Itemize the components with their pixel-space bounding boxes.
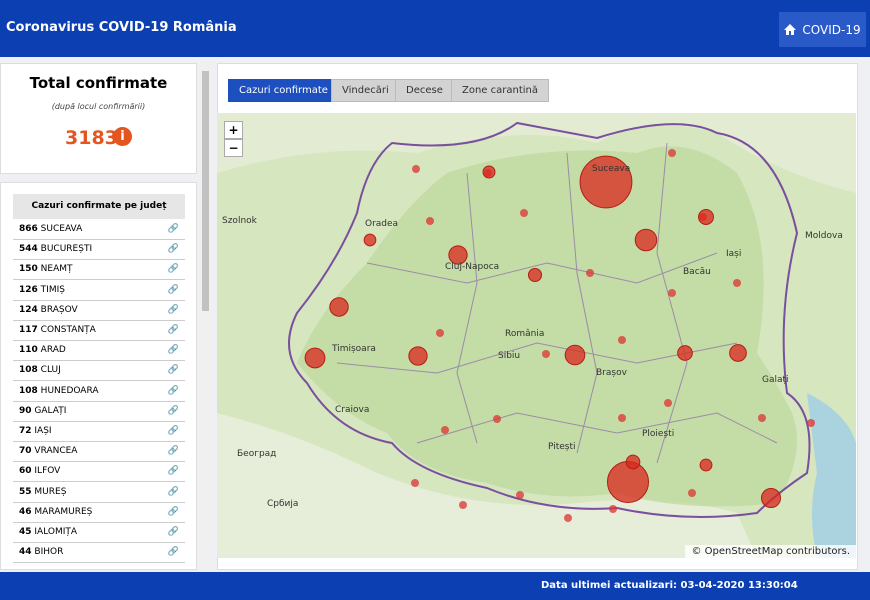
- county-row[interactable]: 55 MUREȘ 🔗: [13, 483, 185, 503]
- county-link[interactable]: 🔗: [168, 442, 179, 461]
- county-row[interactable]: 866 SUCEAVA 🔗: [13, 220, 185, 240]
- county-link[interactable]: 🔗: [168, 321, 179, 340]
- county-count: 117: [19, 325, 38, 335]
- county-row[interactable]: 108 HUNEDOARA 🔗: [13, 382, 185, 402]
- county-name: MUREȘ: [34, 487, 66, 497]
- county-count: 90: [19, 406, 32, 416]
- county-link[interactable]: 🔗: [168, 361, 179, 380]
- county-row[interactable]: 108 CLUJ 🔗: [13, 361, 185, 381]
- county-link[interactable]: 🔗: [168, 281, 179, 300]
- county-count: 126: [19, 285, 38, 295]
- home-icon: [784, 24, 796, 35]
- county-count: 110: [19, 345, 38, 355]
- county-name: ARAD: [41, 345, 66, 355]
- county-count: 45: [19, 527, 32, 537]
- county-count: 70: [19, 446, 32, 456]
- zoom-out[interactable]: −: [224, 139, 243, 157]
- county-link[interactable]: 🔗: [168, 382, 179, 401]
- county-row[interactable]: 60 ILFOV 🔗: [13, 462, 185, 482]
- county-name: HUNEDOARA: [41, 386, 99, 396]
- county-row[interactable]: 117 CONSTANȚA 🔗: [13, 321, 185, 341]
- county-count: 866: [19, 224, 38, 234]
- county-link[interactable]: 🔗: [168, 422, 179, 441]
- summary-card: Total confirmate (după locul confirmării…: [0, 63, 197, 174]
- map-tab[interactable]: Cazuri confirmate: [228, 79, 339, 102]
- county-count: 55: [19, 487, 32, 497]
- county-name: VRANCEA: [34, 446, 77, 456]
- county-link[interactable]: 🔗: [168, 260, 179, 279]
- app-title: Coronavirus COVID-19 România: [6, 20, 237, 35]
- county-name: IAȘI: [34, 426, 51, 436]
- scroll-thumb[interactable]: [202, 71, 209, 311]
- county-count: 46: [19, 507, 32, 517]
- county-link[interactable]: 🔗: [168, 462, 179, 481]
- county-row[interactable]: 72 IAȘI 🔗: [13, 422, 185, 442]
- county-count: 150: [19, 264, 38, 274]
- county-count: 108: [19, 386, 38, 396]
- county-row[interactable]: 126 TIMIȘ 🔗: [13, 281, 185, 301]
- county-link[interactable]: 🔗: [168, 341, 179, 360]
- last-update: Data ultimei actualizari: 03-04-2020 13:…: [541, 580, 798, 591]
- county-count: 124: [19, 305, 38, 315]
- map-tab[interactable]: Vindecări: [331, 79, 400, 102]
- map-attribution: © OpenStreetMap contributors.: [685, 545, 856, 558]
- county-list: Cazuri confirmate pe județ 866 SUCEAVA🔗5…: [0, 182, 197, 570]
- zoom-in[interactable]: +: [224, 121, 243, 139]
- county-count: 44: [19, 547, 32, 557]
- county-name: CLUJ: [41, 365, 61, 375]
- county-link[interactable]: 🔗: [168, 240, 179, 259]
- info-icon[interactable]: i: [113, 127, 132, 146]
- county-count: 72: [19, 426, 32, 436]
- county-name: BIHOR: [34, 547, 63, 557]
- county-link[interactable]: 🔗: [168, 543, 179, 562]
- county-name: IALOMIȚA: [34, 527, 77, 537]
- county-count: 60: [19, 466, 32, 476]
- county-name: GALAȚI: [34, 406, 66, 416]
- scrollbar[interactable]: [200, 63, 211, 568]
- summary-title: Total confirmate: [1, 74, 196, 92]
- county-name: CONSTANȚA: [41, 325, 96, 335]
- county-row[interactable]: 70 VRANCEA 🔗: [13, 442, 185, 462]
- list-header: Cazuri confirmate pe județ: [13, 194, 185, 219]
- county-count: 544: [19, 244, 38, 254]
- summary-subtitle: (după locul confirmării): [1, 102, 196, 111]
- header: Coronavirus COVID-19 România COVID-19: [0, 0, 870, 57]
- county-link[interactable]: 🔗: [168, 301, 179, 320]
- home-button[interactable]: COVID-19: [779, 12, 866, 47]
- county-row[interactable]: 544 BUCUREȘTI 🔗: [13, 240, 185, 260]
- total-count: 3183: [65, 127, 118, 149]
- map-overlay: + − © OpenStreetMap contributors.: [217, 113, 856, 558]
- county-name: MARAMUREȘ: [34, 507, 92, 517]
- map-tab[interactable]: Zone carantină: [451, 79, 549, 102]
- map-tab[interactable]: Decese: [395, 79, 454, 102]
- county-row[interactable]: 90 GALAȚI 🔗: [13, 402, 185, 422]
- home-button-label: COVID-19: [802, 23, 860, 37]
- county-name: NEAMȚ: [41, 264, 73, 274]
- county-link[interactable]: 🔗: [168, 503, 179, 522]
- county-row[interactable]: 124 BRAȘOV 🔗: [13, 301, 185, 321]
- footer: Data ultimei actualizari: 03-04-2020 13:…: [0, 572, 870, 600]
- county-row[interactable]: 46 MARAMUREȘ 🔗: [13, 503, 185, 523]
- county-link[interactable]: 🔗: [168, 523, 179, 542]
- county-name: TIMIȘ: [41, 285, 65, 295]
- county-row[interactable]: 44 BIHOR 🔗: [13, 543, 185, 563]
- county-row[interactable]: 110 ARAD 🔗: [13, 341, 185, 361]
- county-name: ILFOV: [34, 466, 60, 476]
- county-row[interactable]: 150 NEAMȚ 🔗: [13, 260, 185, 280]
- county-name: SUCEAVA: [41, 224, 83, 234]
- county-name: BUCUREȘTI: [41, 244, 92, 254]
- county-link[interactable]: 🔗: [168, 483, 179, 502]
- county-count: 108: [19, 365, 38, 375]
- county-link[interactable]: 🔗: [168, 220, 179, 239]
- county-link[interactable]: 🔗: [168, 402, 179, 421]
- county-name: BRAȘOV: [41, 305, 78, 315]
- county-row[interactable]: 45 IALOMIȚA 🔗: [13, 523, 185, 543]
